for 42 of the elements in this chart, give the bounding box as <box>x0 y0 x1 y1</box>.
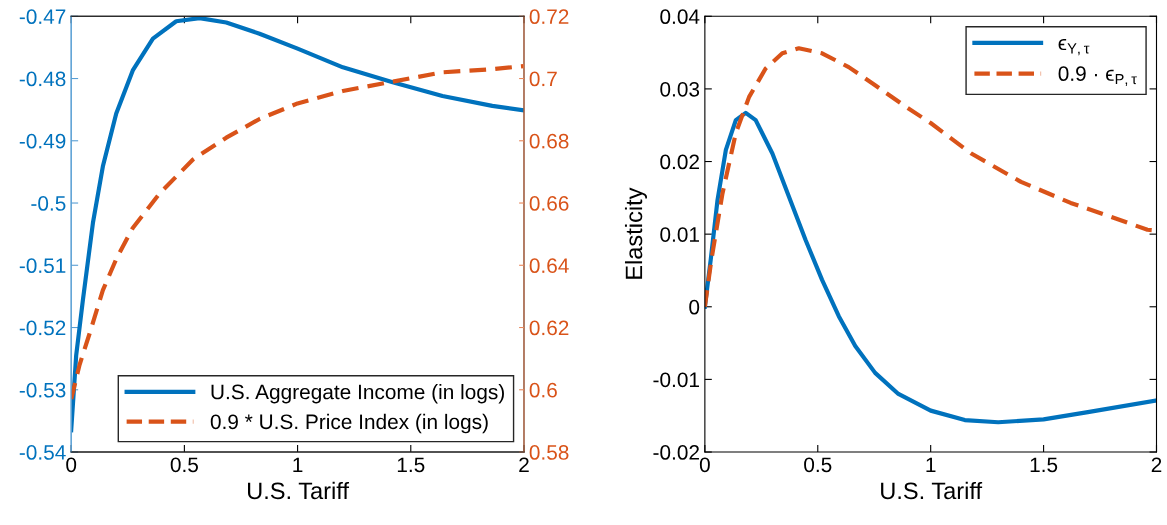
line-series <box>704 110 1157 425</box>
line-series <box>71 63 524 402</box>
y-tick-label: -0.5 <box>31 196 66 211</box>
y-tick-label: 0.01 <box>660 227 699 242</box>
y-tick-label: 0.04 <box>660 9 700 25</box>
y-tick-label: 0.03 <box>660 81 700 97</box>
y2-tick-label: 0.6 <box>529 382 557 398</box>
x-tick-label: 0.5 <box>804 457 832 473</box>
x-tick-label: 0.5 <box>170 457 198 473</box>
legend-label: 0.9 * U.S. Price Index (in logs) <box>210 413 488 434</box>
y-axis-title: Elasticity <box>624 187 647 279</box>
x-tick-label: 0 <box>66 457 77 473</box>
x-tick-label: 1.5 <box>1030 457 1058 473</box>
x-tick-label: 1 <box>926 457 936 472</box>
y-tick-label: -0.48 <box>19 71 66 87</box>
y-tick-label: 0 <box>689 299 700 315</box>
y2-tick-label: 0.68 <box>529 133 569 149</box>
y-tick-label: -0.54 <box>19 445 66 460</box>
y-tick-label: -0.53 <box>19 382 66 398</box>
x-tick-label: 1 <box>293 457 303 472</box>
y2-tick-label: 0.72 <box>529 9 569 25</box>
x-tick-label: 0 <box>699 457 710 473</box>
x-tick-label: 2 <box>519 457 529 472</box>
x-axis-title: U.S. Tariff <box>881 481 983 500</box>
legend-label: 0.9 · ϵ$_{P,τ}$ <box>1058 66 1137 86</box>
x-tick-label: 2 <box>1151 457 1162 472</box>
legend-label: U.S. Aggregate Income (in logs) <box>211 384 504 404</box>
y2-tick-label: 0.62 <box>529 320 569 336</box>
y-tick-label: -0.52 <box>19 320 66 336</box>
y-tick-label: 0.02 <box>660 154 699 170</box>
legend-label: ϵ$_{Y,τ}$ <box>1058 39 1090 56</box>
y2-tick-label: 0.7 <box>529 71 557 87</box>
y-tick-label: -0.01 <box>653 372 699 388</box>
y-tick-label: -0.51 <box>19 258 66 274</box>
y2-tick-label: 0.66 <box>529 196 569 211</box>
y-tick-label: -0.47 <box>19 9 66 25</box>
y-tick-label: -0.49 <box>19 133 66 149</box>
x-tick-label: 1.5 <box>397 457 425 473</box>
x-axis-title: U.S. Tariff <box>248 481 350 500</box>
y2-tick-label: 0.58 <box>529 445 569 460</box>
y-tick-label: -0.02 <box>653 445 699 460</box>
y2-tick-label: 0.64 <box>529 258 569 274</box>
